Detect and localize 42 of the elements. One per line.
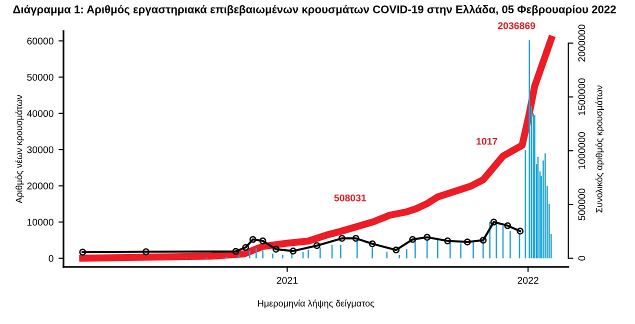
y2-tick-label: 500000 bbox=[578, 188, 586, 220]
y2-tick-label: 2000000 bbox=[578, 24, 586, 62]
y2-tick-label: 1000000 bbox=[578, 132, 586, 169]
point bbox=[516, 228, 524, 235]
point bbox=[313, 242, 320, 250]
y-axis-title: Αριθμός νέων κρουσμάτων bbox=[15, 95, 24, 204]
x-axis-title: Ημερομηνία λήψης δείγματος bbox=[258, 300, 374, 308]
point bbox=[249, 236, 256, 243]
y-tick-label: 60000 bbox=[27, 38, 54, 45]
annotation: 1017 bbox=[476, 138, 498, 145]
y2-tick-label: 0 bbox=[578, 256, 586, 261]
point bbox=[444, 237, 452, 244]
point bbox=[409, 236, 416, 243]
annotation: 508031 bbox=[334, 194, 366, 202]
point bbox=[242, 244, 250, 251]
x-tick-label: 2022 bbox=[518, 276, 538, 284]
x-tick-label: 2021 bbox=[276, 276, 298, 284]
point bbox=[259, 237, 266, 244]
point bbox=[464, 238, 471, 246]
point bbox=[338, 234, 346, 242]
point bbox=[480, 236, 487, 244]
point bbox=[272, 246, 280, 253]
point bbox=[368, 240, 376, 248]
y-tick-label: 0 bbox=[48, 255, 54, 262]
y2-axis-title: Συνολικός αριθμός κρουσμάτων bbox=[595, 86, 604, 212]
point bbox=[392, 246, 400, 254]
point bbox=[232, 248, 240, 255]
chart-title: Διάγραμμα 1: Αριθμός εργαστηριακά επιβεβαιωμένων κρουσμάτων COVID-19 στην Ελλάδα, 05 Φεβρουαρίου 2022 bbox=[13, 4, 616, 16]
y-tick-label: 20000 bbox=[27, 182, 54, 190]
point bbox=[352, 234, 360, 242]
text: 2036869 bbox=[498, 22, 536, 30]
point bbox=[424, 234, 431, 241]
y-tick-label: 50000 bbox=[27, 74, 54, 81]
y2-tick-label: 1500000 bbox=[578, 78, 586, 116]
point bbox=[490, 218, 498, 226]
y-tick-label: 10000 bbox=[27, 218, 54, 226]
point bbox=[290, 248, 297, 255]
point bbox=[142, 248, 150, 256]
y-tick-label: 40000 bbox=[26, 110, 54, 117]
point bbox=[504, 222, 512, 230]
point bbox=[79, 248, 86, 256]
y-tick-label: 30000 bbox=[27, 146, 54, 154]
